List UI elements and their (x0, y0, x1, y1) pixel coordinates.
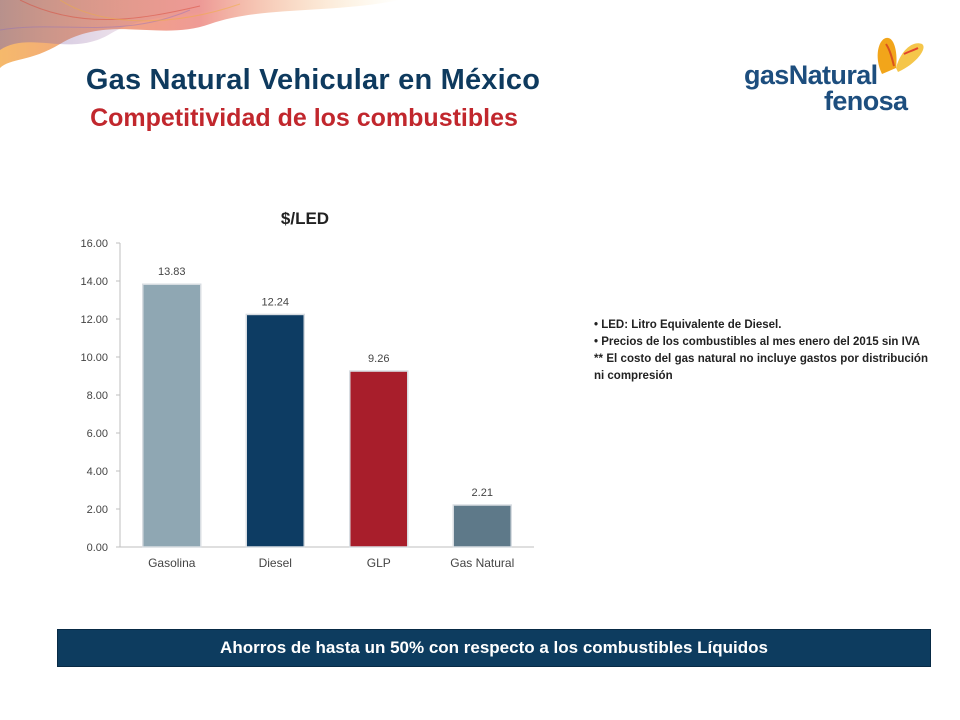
data-label: 9.26 (368, 353, 389, 365)
bar-glp (349, 370, 409, 548)
note-price-date: • Precios de los combustibles al mes ene… (594, 336, 920, 348)
chart-title: $/LED (281, 209, 329, 228)
note-led-definition: • LED: Litro Equivalente de Diesel. (594, 319, 782, 331)
bar-diesel (245, 313, 305, 548)
page-subtitle: Competitividad de los combustibles (90, 104, 518, 132)
y-tick-label: 2.00 (87, 504, 108, 516)
x-tick-label: Gas Natural (450, 556, 514, 570)
gas-natural-fenosa-logo: gasNatural fenosa (744, 34, 930, 116)
bars: 13.83 Gasolina 12.24 Diesel 9.26 GLP 2.21 Gas N… (142, 266, 514, 570)
data-label: 13.83 (158, 266, 186, 278)
data-label: 2.21 (472, 487, 493, 499)
y-tick-label: 0.00 (87, 542, 108, 554)
y-tick-label: 10.00 (80, 352, 108, 364)
butterfly-icon (877, 37, 924, 74)
logo-word-gasnatural: gasNatural (744, 60, 878, 90)
bar-gas-natural (452, 504, 512, 548)
y-tick-label: 6.00 (87, 428, 108, 440)
x-tick-label: Diesel (259, 556, 292, 570)
y-tick-label: 14.00 (80, 276, 108, 288)
notes-box: • LED: Litro Equivalente de Diesel. • Pr… (594, 317, 928, 385)
decorative-flame-artwork (0, 0, 400, 68)
y-tick-label: 8.00 (87, 390, 108, 402)
y-tick-label: 4.00 (87, 466, 108, 478)
data-label: 12.24 (261, 296, 289, 308)
logo-word-fenosa: fenosa (824, 86, 908, 116)
bar-gasolina (142, 283, 202, 548)
x-tick-label: Gasolina (148, 556, 196, 570)
y-tick-label: 16.00 (80, 238, 108, 250)
y-tick-label: 12.00 (80, 314, 108, 326)
page-title: Gas Natural Vehicular en México (85, 64, 541, 96)
note-gas-cost: ** El costo del gas natural no incluye g… (594, 353, 928, 382)
savings-banner: Ahorros de hasta un 50% con respecto a l… (57, 629, 931, 667)
x-tick-label: GLP (367, 556, 391, 570)
